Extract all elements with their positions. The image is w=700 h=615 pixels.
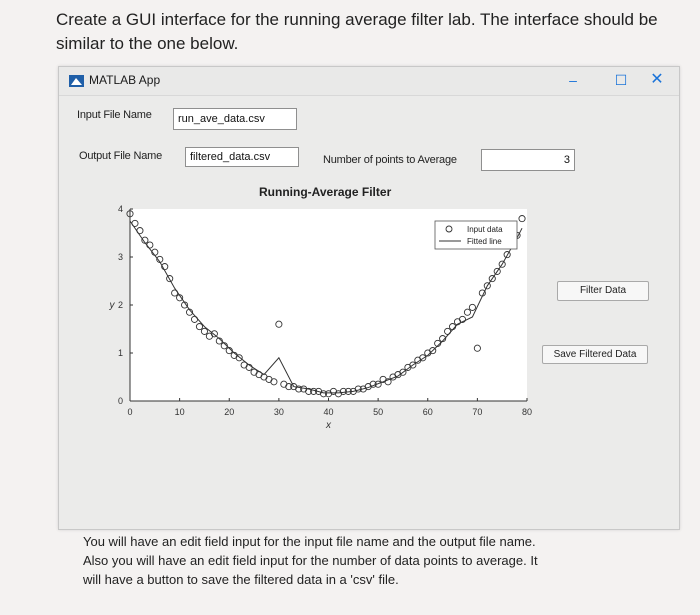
plot-title: Running-Average Filter [259,185,392,199]
input-data-point [220,342,228,350]
x-tick-label: 70 [472,407,482,417]
input-data-point [369,380,377,388]
input-data-point [488,275,496,283]
input-data-point [444,327,452,335]
window-title: MATLAB App [89,73,161,87]
input-data-point [136,227,144,235]
legend-label-input: Input data [467,225,503,234]
footer-line: Also you will have an edit field input f… [83,553,538,568]
input-data-point [275,320,283,328]
points-to-average-label: Number of points to Average [323,154,457,166]
input-data-point [146,241,154,249]
input-data-point [190,315,199,323]
points-to-average-field[interactable]: 3 [481,149,575,171]
running-average-plot: 0 10 20 30 40 50 60 70 80 0 1 2 3 4 x y Input data Fitted… [109,204,533,431]
x-tick-label: 60 [423,407,433,417]
input-data-point [215,337,223,345]
input-data-point [186,308,194,316]
app-window: MATLAB App – ☐ ✕ Input File Name run_ave… [58,66,680,530]
input-data-point [126,210,134,218]
input-data-point [409,361,417,369]
legend-label-fitted: Fitted line [467,237,502,246]
input-data-point [319,390,328,398]
close-button[interactable]: ✕ [650,71,664,88]
input-data-point [156,255,164,263]
input-data-point [419,354,427,362]
y-axis-label: y [109,300,116,311]
footer-line: You will have an edit field input for th… [83,534,536,549]
input-data-point [463,308,472,316]
input-data-point [235,354,243,362]
input-data-point [434,339,442,347]
input-data-point [210,330,218,338]
input-data-point [339,387,347,395]
input-data-point [171,289,179,297]
input-data-point [429,347,437,355]
x-axis-label: x [325,420,332,431]
x-tick-label: 0 [127,407,132,417]
x-tick-label: 10 [175,407,185,417]
input-data-point [161,263,169,271]
input-data-point [374,380,382,388]
input-data-point [245,363,253,371]
x-tick-label: 50 [373,407,383,417]
input-data-point [473,344,481,352]
input-data-point [166,275,174,283]
y-tick-label: 3 [118,252,123,262]
x-tick-label: 80 [522,407,532,417]
maximize-button[interactable]: ☐ [614,72,628,88]
x-tick-label: 20 [224,407,234,417]
input-data-point [503,251,511,259]
footer-text: You will have an edit field input for th… [83,532,683,589]
legend-marker-input [445,225,453,233]
window-titlebar: MATLAB App – ☐ ✕ [59,67,679,96]
input-data-point [354,385,362,393]
input-data-point [478,289,486,297]
output-file-label: Output File Name [79,150,163,162]
input-file-label: Input File Name [77,109,152,121]
input-data-point [483,282,491,290]
input-data-point [458,315,467,323]
y-tick-label: 4 [118,204,123,214]
input-data-point [498,260,506,268]
input-data-point [270,378,278,386]
input-data-point [225,347,233,355]
question-text: Create a GUI interface for the running a… [56,10,658,53]
input-data-point [200,327,208,335]
input-file-field[interactable]: run_ave_data.csv [173,108,297,130]
input-data-point [344,387,352,395]
input-data-point [310,387,318,395]
input-data-point [141,236,149,244]
input-data-point [449,323,457,331]
input-data-point [399,368,407,376]
input-data-point [151,248,159,256]
x-tick-label: 40 [323,407,333,417]
output-file-field[interactable]: filtered_data.csv [185,147,299,167]
minimize-button[interactable]: – [569,72,577,88]
filter-data-button[interactable]: Filter Data [557,281,649,301]
save-filtered-data-button[interactable]: Save Filtered Data [542,345,648,364]
y-tick-label: 1 [118,348,123,358]
input-data-point [493,267,501,275]
input-data-point [131,219,139,227]
input-data-point [285,383,293,391]
input-data-point [295,385,303,393]
y-tick-label: 2 [118,300,123,310]
input-data-point [468,303,476,311]
matlab-app-icon [69,75,84,87]
y-tick-label: 0 [118,396,123,406]
input-data-point [384,378,392,386]
input-data-point [195,323,204,331]
input-data-point [305,387,313,395]
input-data-point [439,335,447,343]
input-data-point [181,301,189,309]
footer-line: will have a button to save the filtered … [83,572,399,587]
input-data-point [518,215,526,223]
input-data-point [176,294,184,302]
x-tick-label: 30 [274,407,284,417]
